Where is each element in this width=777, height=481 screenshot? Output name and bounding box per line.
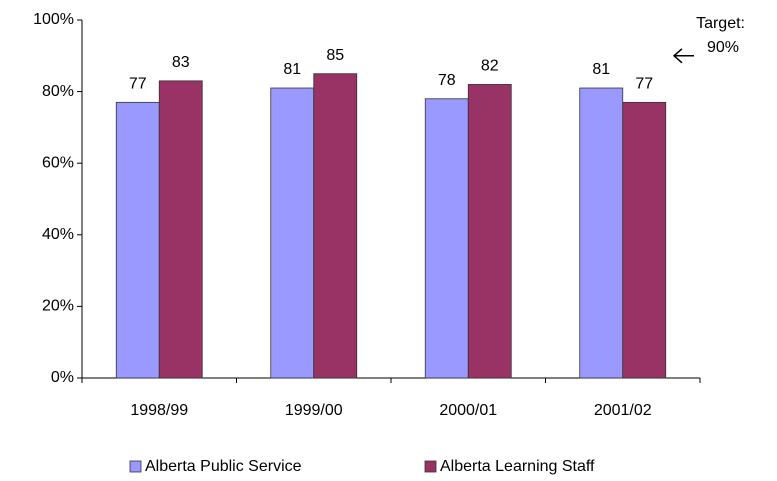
x-tick-label: 2001/02 bbox=[594, 402, 652, 419]
y-tick-label: 20% bbox=[42, 298, 74, 315]
annotation-label: Target: bbox=[696, 15, 745, 32]
bar bbox=[424, 98, 469, 379]
bar bbox=[158, 80, 203, 379]
bar bbox=[115, 101, 160, 379]
y-tick-label: 60% bbox=[42, 154, 74, 171]
value-label: 81 bbox=[592, 61, 610, 78]
y-tick-label: 40% bbox=[42, 226, 74, 243]
bar bbox=[270, 87, 315, 379]
legend-label: Alberta Public Service bbox=[145, 458, 302, 475]
x-tick-label: 1998/99 bbox=[130, 402, 188, 419]
x-tick-label: 2000/01 bbox=[439, 402, 497, 419]
x-tick-label: 1999/00 bbox=[285, 402, 343, 419]
value-label: 77 bbox=[129, 76, 147, 93]
legend-swatch bbox=[129, 460, 142, 473]
legend-label: Alberta Learning Staff bbox=[440, 458, 595, 475]
y-tick-label: 80% bbox=[42, 83, 74, 100]
y-tick-label: 100% bbox=[33, 11, 74, 28]
value-label: 85 bbox=[326, 47, 344, 64]
bar bbox=[622, 101, 667, 379]
value-label: 82 bbox=[481, 58, 499, 75]
target-arrow bbox=[672, 48, 694, 64]
value-label: 83 bbox=[172, 54, 190, 71]
y-tick-label: 0% bbox=[51, 369, 74, 386]
annotation-value: 90% bbox=[707, 39, 739, 56]
bar bbox=[467, 84, 512, 379]
value-label: 78 bbox=[438, 72, 456, 89]
bar bbox=[313, 73, 358, 379]
value-label: 77 bbox=[635, 76, 653, 93]
legend-swatch bbox=[424, 460, 437, 473]
value-label: 81 bbox=[283, 61, 301, 78]
bar bbox=[579, 87, 624, 379]
